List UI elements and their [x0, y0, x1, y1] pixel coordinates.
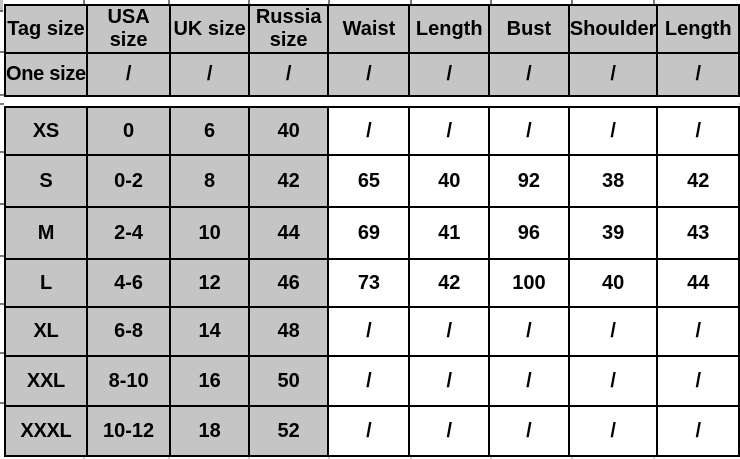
- table-cell: 52: [247, 405, 330, 457]
- table-cell: /: [567, 355, 659, 407]
- row-label: XXL: [4, 355, 88, 407]
- table-cell: /: [488, 405, 570, 457]
- table-cell: 6: [169, 106, 250, 156]
- table-cell: 40: [567, 258, 659, 308]
- table-row-xl: XL 6-8 14 48 / / / / /: [4, 306, 740, 357]
- table-row-xxxl: XXXL 10-12 18 52 / / / / /: [4, 405, 740, 457]
- table-cell: 14: [169, 306, 250, 357]
- table-cell: 100: [488, 258, 570, 308]
- table-cell: 43: [656, 206, 740, 260]
- table-cell: 40: [247, 106, 330, 156]
- row-label: XS: [4, 106, 88, 156]
- table-cell: /: [656, 106, 740, 156]
- table-cell: 2-4: [85, 206, 172, 260]
- table-cell: 39: [567, 206, 659, 260]
- table-cell: 41: [408, 206, 491, 260]
- table-cell: /: [567, 405, 659, 457]
- table-row-l: L 4-6 12 46 73 42 100 40 44: [4, 258, 740, 308]
- table-cell: 16: [169, 355, 250, 407]
- table-cell: 6-8: [85, 306, 172, 357]
- table-cell: /: [408, 355, 491, 407]
- table-cell: /: [327, 52, 411, 97]
- table-cell: /: [488, 52, 570, 97]
- table-cell: 44: [656, 258, 740, 308]
- table-cell: /: [327, 405, 411, 457]
- table-cell: /: [567, 306, 659, 357]
- table-cell: 0: [85, 106, 172, 156]
- table-cell: /: [408, 306, 491, 357]
- table-cell: /: [408, 106, 491, 156]
- table-cell: /: [169, 52, 250, 97]
- header-row: Tag size USA size UK size Russia size Wa…: [4, 4, 740, 54]
- table-cell: /: [327, 355, 411, 407]
- column-header-bust: Bust: [488, 4, 570, 54]
- table-cell: 73: [327, 258, 411, 308]
- column-header-russia-size: Russia size: [247, 4, 330, 54]
- column-header-length: Length: [408, 4, 491, 54]
- table-row-s: S 0-2 8 42 65 40 92 38 42: [4, 154, 740, 208]
- table-cell: 50: [247, 355, 330, 407]
- table-row-xs: XS 0 6 40 / / / / /: [4, 106, 740, 156]
- table-cell: /: [408, 405, 491, 457]
- table-cell: 42: [656, 154, 740, 208]
- row-label: S: [4, 154, 88, 208]
- row-label: M: [4, 206, 88, 260]
- table-cell: /: [488, 106, 570, 156]
- table-cell: 44: [247, 206, 330, 260]
- corner-cell-fragment: [0, 0, 3, 12]
- table-cell: /: [247, 52, 330, 97]
- table-cell: 38: [567, 154, 659, 208]
- row-label: L: [4, 258, 88, 308]
- table-cell: /: [656, 52, 740, 97]
- size-chart-table: Tag size USA size UK size Russia size Wa…: [4, 4, 740, 457]
- table-cell: 12: [169, 258, 250, 308]
- table-cell: 92: [488, 154, 570, 208]
- table-cell: /: [327, 306, 411, 357]
- table-cell: 40: [408, 154, 491, 208]
- row-label: XXXL: [4, 405, 88, 457]
- table-cell: 48: [247, 306, 330, 357]
- spacer-row: [5, 96, 739, 107]
- table-cell: /: [656, 355, 740, 407]
- table-cell: /: [85, 52, 172, 97]
- table-cell: 8: [169, 154, 250, 208]
- table-cell: /: [656, 306, 740, 357]
- table-cell: 69: [327, 206, 411, 260]
- table-cell: /: [488, 355, 570, 407]
- column-header-tag-size: Tag size: [4, 4, 88, 54]
- row-label: One size: [4, 52, 88, 97]
- table-cell: 10: [169, 206, 250, 260]
- column-header-shoulder: Shoulder: [567, 4, 659, 54]
- column-header-usa-size: USA size: [85, 4, 172, 54]
- column-header-uk-size: UK size: [169, 4, 250, 54]
- table-cell: 46: [247, 258, 330, 308]
- table-cell: /: [408, 52, 491, 97]
- table-cell: /: [567, 52, 659, 97]
- column-header-waist: Waist: [327, 4, 411, 54]
- table-cell: /: [327, 106, 411, 156]
- table-cell: 42: [408, 258, 491, 308]
- table-cell: /: [488, 306, 570, 357]
- table-cell: 8-10: [85, 355, 172, 407]
- table-cell: 65: [327, 154, 411, 208]
- table-row-xxl: XXL 8-10 16 50 / / / / /: [4, 355, 740, 407]
- table-cell: 42: [247, 154, 330, 208]
- table-row-one-size: One size / / / / / / / /: [4, 52, 740, 97]
- row-label: XL: [4, 306, 88, 357]
- table-cell: 96: [488, 206, 570, 260]
- table-cell: 18: [169, 405, 250, 457]
- table-cell: 10-12: [85, 405, 172, 457]
- table-cell: /: [656, 405, 740, 457]
- column-header-length-2: Length: [656, 4, 740, 54]
- table-cell: /: [567, 106, 659, 156]
- table-cell: 4-6: [85, 258, 172, 308]
- table-cell: 0-2: [85, 154, 172, 208]
- table-row-m: M 2-4 10 44 69 41 96 39 43: [4, 206, 740, 260]
